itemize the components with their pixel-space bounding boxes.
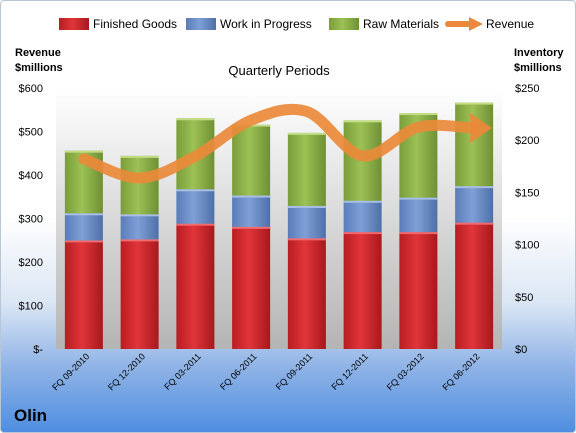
legend-swatch-raw-materials — [329, 18, 359, 30]
bar-raw-materials-cap — [64, 150, 103, 153]
category-label: FQ 09-2011 — [274, 351, 315, 392]
bar-work-in-progress — [287, 205, 326, 239]
right-tick-label: $50 — [515, 292, 533, 304]
bar-finished-goods-cap — [232, 226, 271, 229]
bar-finished-goods — [343, 232, 382, 349]
bar-series — [64, 102, 494, 349]
left-tick-label: $300 — [19, 214, 43, 226]
bar-work-in-progress-cap — [343, 200, 382, 203]
bar-work-in-progress — [120, 214, 159, 240]
bar-finished-goods — [399, 232, 438, 349]
company-name: Olin — [14, 406, 47, 425]
legend-arrowhead-revenue — [469, 17, 483, 31]
right-axis-ticks: $0 $50 $100 $150 $200 $250 — [515, 83, 539, 356]
right-tick-label: $150 — [515, 187, 539, 199]
right-tick-label: $100 — [515, 240, 539, 252]
bar-raw-materials — [455, 102, 494, 187]
revenue-point — [139, 177, 141, 179]
category-label: FQ 12-2010 — [106, 351, 147, 392]
bar-raw-materials — [232, 124, 271, 196]
chart-title: Quarterly Periods — [228, 63, 330, 78]
bar-finished-goods — [287, 238, 326, 349]
bar-work-in-progress — [64, 213, 103, 241]
bar-work-in-progress — [232, 195, 271, 227]
revenue-series — [78, 103, 493, 184]
bar-work-in-progress-cap — [120, 214, 159, 217]
bar-work-in-progress — [455, 186, 494, 223]
bar-work-in-progress — [343, 200, 382, 233]
revenue-arrowhead — [470, 113, 493, 144]
bar-raw-materials-cap — [120, 155, 159, 158]
left-tick-label: $- — [33, 344, 43, 356]
left-axis-title-line2: $millions — [15, 62, 63, 74]
revenue-point — [83, 158, 85, 160]
left-tick-label: $500 — [19, 127, 43, 139]
category-label: FQ 12-2011 — [329, 351, 370, 392]
bar-raw-materials-cap — [455, 102, 494, 105]
revenue-point — [417, 126, 419, 128]
category-label: FQ 09-2010 — [50, 351, 91, 392]
bar-finished-goods-cap — [120, 239, 159, 242]
left-axis-title-line1: Revenue — [15, 47, 61, 59]
left-tick-label: $200 — [19, 257, 43, 269]
bar-raw-materials-cap — [287, 132, 326, 135]
bar-work-in-progress-cap — [232, 195, 271, 198]
revenue-line — [78, 103, 480, 184]
bar-work-in-progress — [176, 189, 215, 224]
bar-work-in-progress-cap — [399, 197, 438, 200]
category-label: FQ 06-2012 — [441, 351, 482, 392]
bar-finished-goods — [64, 240, 103, 349]
bar-finished-goods-cap — [287, 238, 326, 241]
bar-raw-materials-cap — [399, 113, 438, 116]
bar-work-in-progress-cap — [287, 205, 326, 208]
right-tick-label: $200 — [515, 135, 539, 147]
bar-raw-materials — [120, 155, 159, 215]
right-tick-label: $250 — [515, 83, 539, 95]
left-axis-ticks: $- $100 $200 $300 $400 $500 $600 — [19, 83, 44, 356]
legend-swatch-finished-goods — [59, 18, 89, 30]
legend: Finished Goods Work in Progress Raw Mate… — [59, 17, 534, 31]
legend-swatch-work-in-progress — [186, 18, 216, 30]
revenue-point — [362, 155, 364, 157]
right-axis-title-line2: $millions — [514, 62, 562, 74]
legend-label-raw-materials: Raw Materials — [363, 17, 439, 31]
legend-label-finished-goods: Finished Goods — [93, 17, 177, 31]
bar-finished-goods-cap — [455, 222, 494, 225]
bar-work-in-progress-cap — [64, 213, 103, 216]
legend-label-revenue: Revenue — [486, 17, 534, 31]
left-tick-label: $100 — [19, 301, 43, 313]
bar-finished-goods — [176, 223, 215, 349]
category-label: FQ 06-2011 — [218, 351, 259, 392]
bar-finished-goods-cap — [176, 223, 215, 226]
revenue-point — [250, 119, 252, 121]
revenue-point — [473, 127, 475, 129]
bar-finished-goods-cap — [64, 240, 103, 243]
revenue-point — [194, 155, 196, 157]
category-label: FQ 03-2011 — [162, 351, 203, 392]
left-tick-label: $400 — [19, 170, 43, 182]
category-labels: FQ 09-2010 FQ 12-2010 FQ 03-2011 FQ 06-2011… — [50, 351, 481, 392]
revenue-point — [306, 110, 308, 112]
bar-finished-goods — [455, 222, 494, 349]
bar-raw-materials-cap — [343, 120, 382, 123]
bar-finished-goods-cap — [399, 232, 438, 235]
bar-finished-goods-cap — [343, 232, 382, 235]
bar-finished-goods — [120, 239, 159, 349]
bar-work-in-progress — [399, 197, 438, 233]
right-axis-title-line1: Inventory — [514, 47, 564, 59]
bar-raw-materials — [287, 132, 326, 206]
category-label: FQ 03-2012 — [385, 351, 426, 392]
left-tick-label: $600 — [19, 83, 43, 95]
bar-raw-materials-cap — [176, 118, 215, 121]
bar-work-in-progress-cap — [455, 186, 494, 189]
bar-finished-goods — [232, 226, 271, 349]
bar-work-in-progress-cap — [176, 189, 215, 192]
right-tick-label: $0 — [515, 344, 527, 356]
legend-label-work-in-progress: Work in Progress — [220, 17, 312, 31]
